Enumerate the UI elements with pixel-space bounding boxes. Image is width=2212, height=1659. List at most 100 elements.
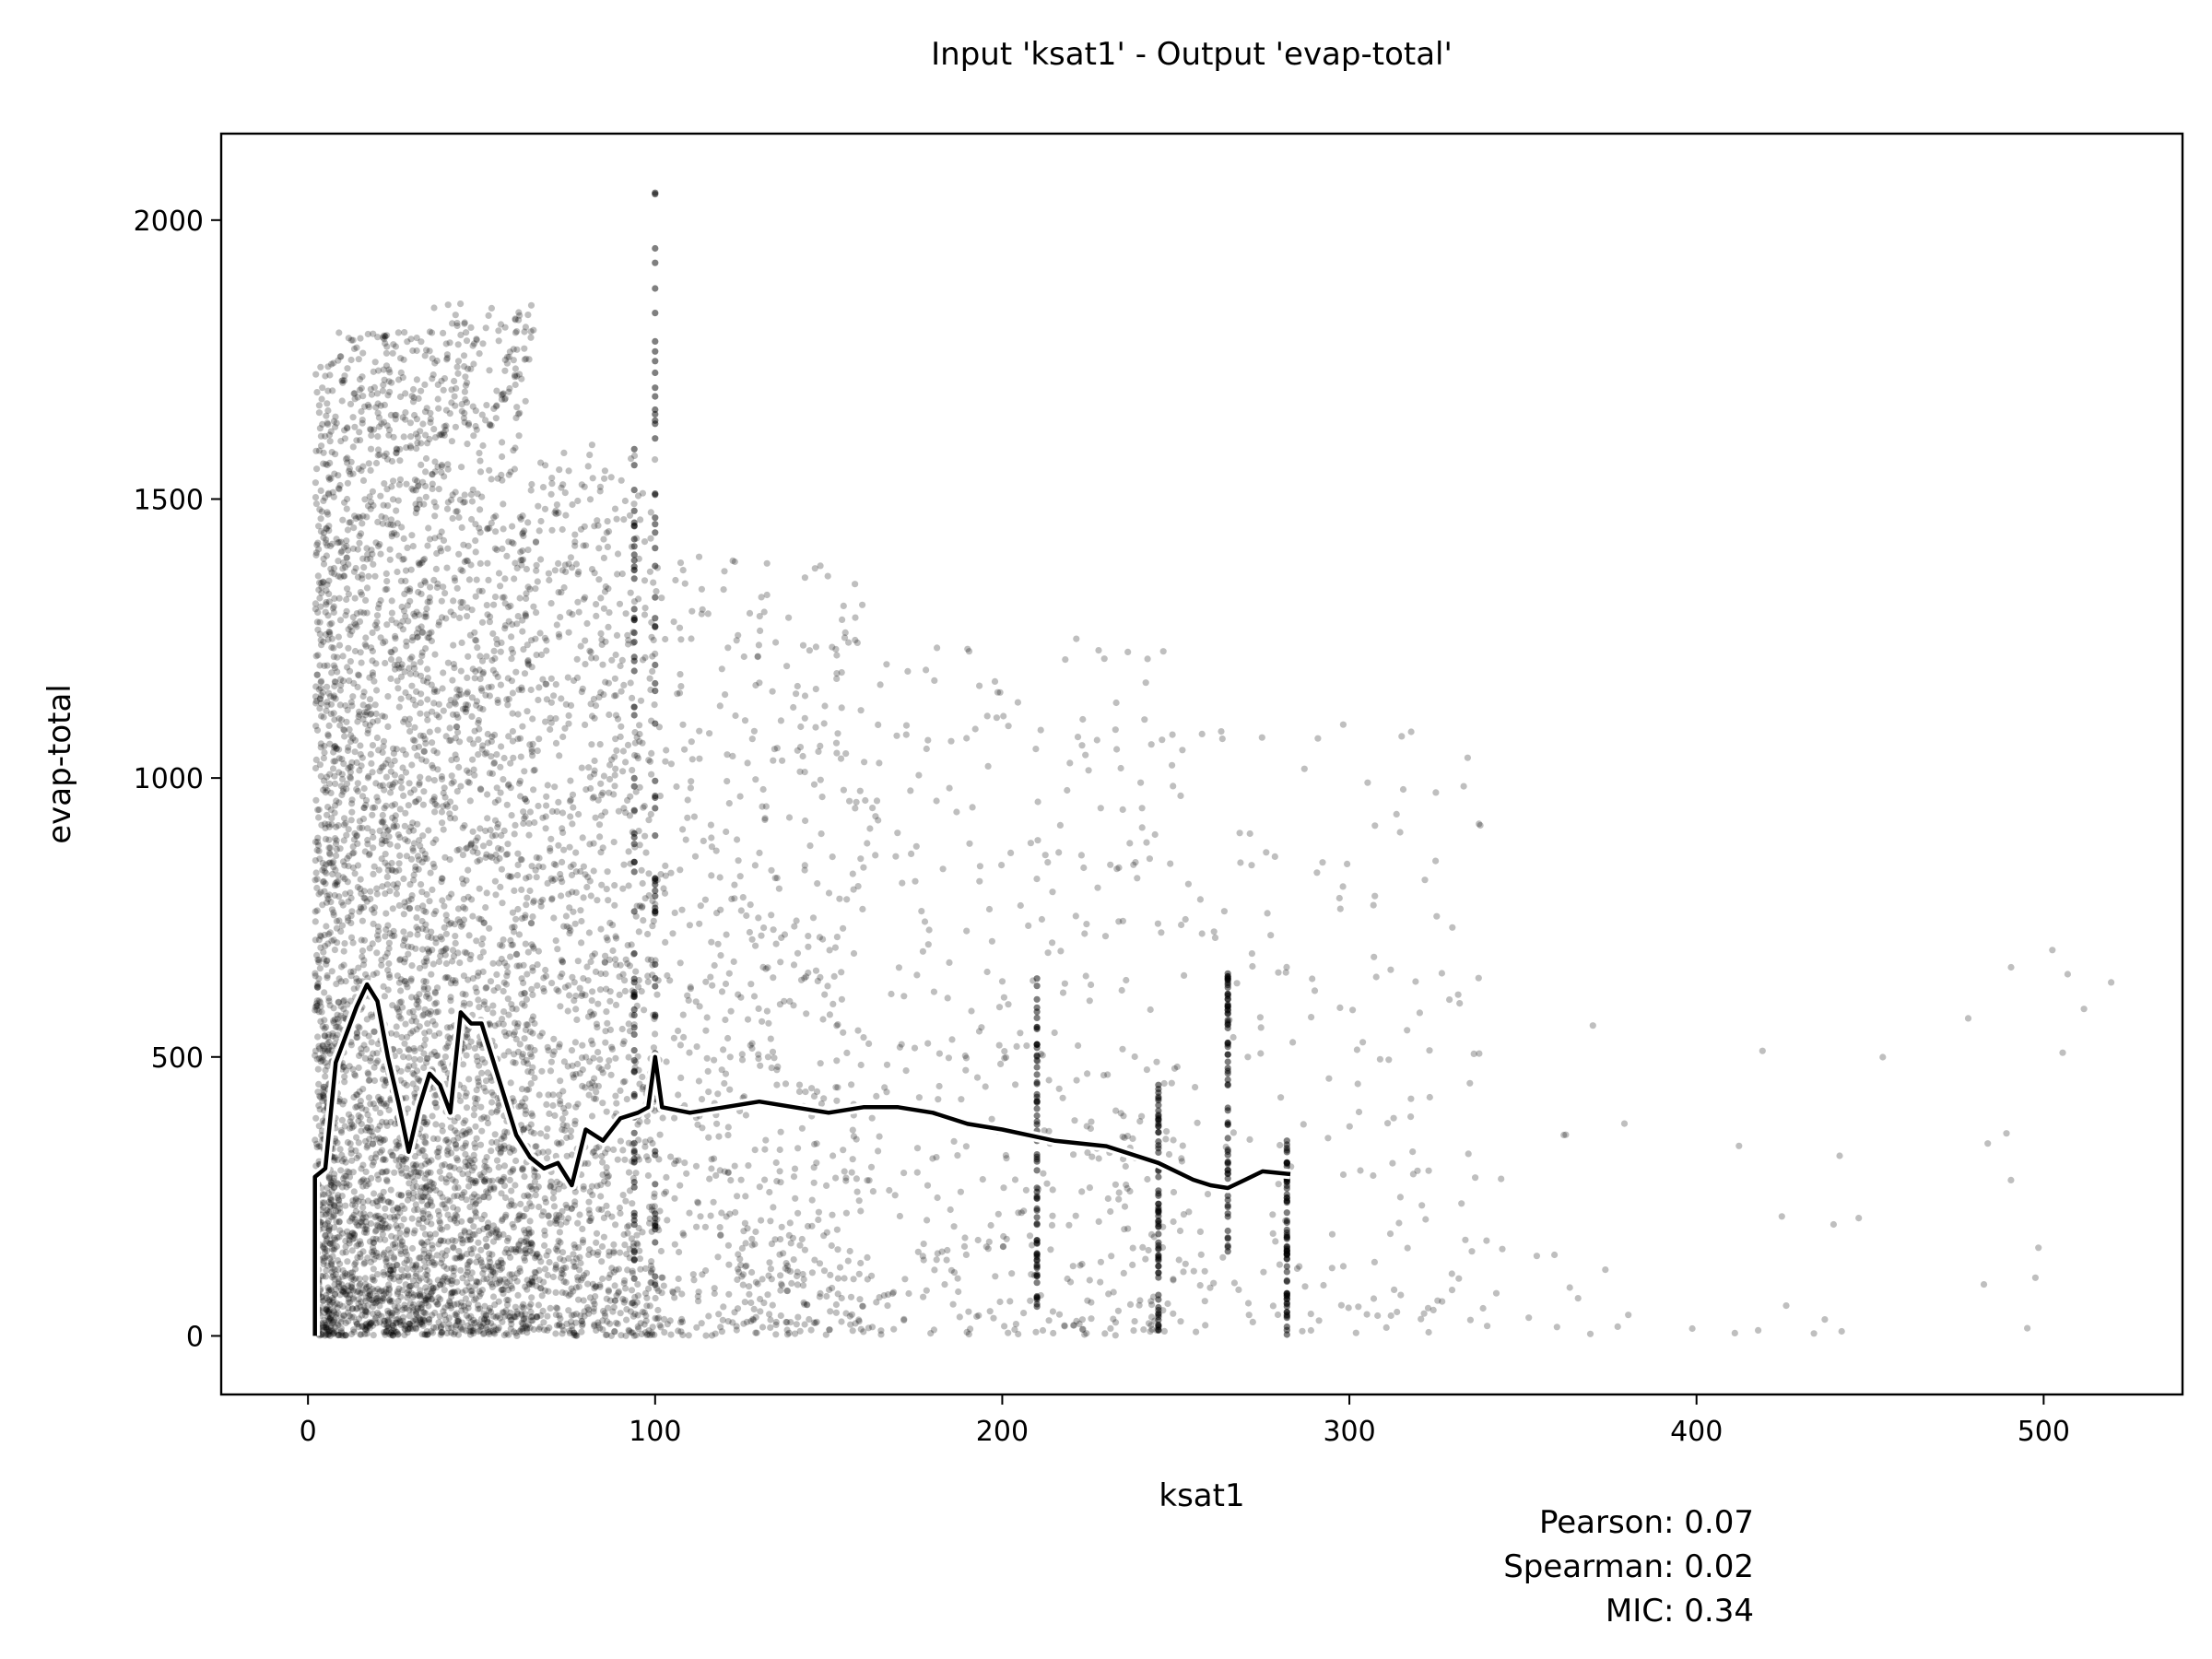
scatter-point xyxy=(484,1318,491,1325)
scatter-point xyxy=(381,401,388,408)
scatter-point xyxy=(441,1287,448,1294)
scatter-point xyxy=(490,1185,498,1193)
scatter-point xyxy=(422,740,429,747)
scatter-point xyxy=(368,1039,375,1046)
scatter-point xyxy=(502,1330,511,1337)
scatter-point xyxy=(332,678,339,686)
scatter-point xyxy=(318,821,325,829)
scatter-point xyxy=(471,1207,478,1215)
scatter-point xyxy=(320,449,327,456)
scatter-point xyxy=(509,1145,516,1152)
scatter-point xyxy=(323,539,330,547)
scatter-point xyxy=(474,849,481,857)
scatter-point xyxy=(479,441,487,450)
scatter-point xyxy=(474,972,482,980)
scatter-point xyxy=(555,798,562,806)
scatter-point xyxy=(332,802,339,809)
scatter-point xyxy=(362,971,370,978)
scatter-point xyxy=(330,564,338,572)
scatter-point xyxy=(340,760,347,768)
scatter-point xyxy=(442,959,450,968)
scatter-point xyxy=(641,611,649,618)
scatter-point xyxy=(313,465,321,473)
scatter-point xyxy=(504,701,512,709)
scatter-point xyxy=(343,595,350,604)
scatter-point xyxy=(364,730,371,737)
scatter-point xyxy=(361,848,369,855)
scatter-point xyxy=(430,304,438,312)
scatter-point xyxy=(595,576,603,583)
scatter-point xyxy=(498,639,505,647)
scatter-point xyxy=(320,638,327,645)
scatter-point xyxy=(360,609,368,617)
scatter-point xyxy=(388,483,395,490)
scatter-point xyxy=(557,1077,564,1085)
scatter-point xyxy=(341,876,348,883)
scatter-point xyxy=(322,942,329,950)
scatter-point xyxy=(330,912,337,919)
scatter-point xyxy=(473,576,480,583)
scatter-point xyxy=(538,1067,546,1075)
scatter-point xyxy=(522,912,529,919)
scatter-point xyxy=(427,1213,434,1221)
scatter-point xyxy=(358,936,365,944)
scatter-point xyxy=(404,1065,411,1073)
scatter-point xyxy=(558,695,565,702)
scatter-point xyxy=(325,931,333,938)
scatter-point xyxy=(515,316,523,324)
scatter-point xyxy=(328,968,335,975)
scatter-point xyxy=(413,1085,420,1092)
scatter-point xyxy=(394,685,402,692)
scatter-point xyxy=(387,1118,394,1125)
scatter-point xyxy=(335,975,343,982)
scatter-point xyxy=(414,440,421,447)
scatter-point xyxy=(401,1205,408,1212)
scatter-point xyxy=(401,935,409,942)
scatter-point xyxy=(328,635,335,642)
scatter-point xyxy=(367,888,374,895)
scatter-point xyxy=(479,1194,488,1201)
scatter-point xyxy=(488,476,495,483)
scatter-point xyxy=(375,1176,382,1183)
scatter-point xyxy=(373,687,381,694)
scatter-point xyxy=(336,1209,344,1217)
scatter-point xyxy=(489,959,497,967)
scatter-point xyxy=(375,423,383,430)
scatter-point xyxy=(425,827,432,834)
scatter-point xyxy=(500,776,507,783)
scatter-point xyxy=(415,1004,422,1011)
scatter-point xyxy=(613,515,620,523)
scatter-point xyxy=(323,587,330,594)
scatter-point xyxy=(337,928,345,935)
scatter-point xyxy=(416,1254,423,1262)
scatter-point xyxy=(647,810,654,818)
scatter-point xyxy=(426,594,433,602)
scatter-point xyxy=(479,1270,487,1277)
scatter-point xyxy=(430,777,438,784)
scatter-point xyxy=(366,696,374,703)
scatter-point xyxy=(516,1041,524,1048)
scatter-point xyxy=(373,1050,381,1057)
scatter-point xyxy=(318,1054,325,1062)
scatter-point xyxy=(362,1297,370,1305)
scatter-point xyxy=(419,732,428,740)
scatter-point xyxy=(378,1147,386,1154)
scatter-point xyxy=(413,445,420,453)
scatter-point xyxy=(429,1312,436,1319)
scatter-point xyxy=(334,1031,341,1039)
scatter-point xyxy=(317,1018,324,1025)
scatter-point xyxy=(515,962,524,970)
scatter-point xyxy=(520,979,527,987)
scatter-point xyxy=(627,679,634,687)
scatter-point xyxy=(325,628,333,636)
scatter-point xyxy=(321,662,328,670)
scatter-point xyxy=(544,1271,551,1279)
scatter-point xyxy=(328,1042,335,1050)
scatter-point xyxy=(529,1112,536,1120)
scatter-point xyxy=(313,876,321,883)
scatter-point xyxy=(387,1199,394,1206)
scatter-point xyxy=(455,763,463,771)
scatter-point xyxy=(413,347,420,355)
scatter-point xyxy=(337,548,345,557)
scatter-point xyxy=(315,1008,323,1016)
